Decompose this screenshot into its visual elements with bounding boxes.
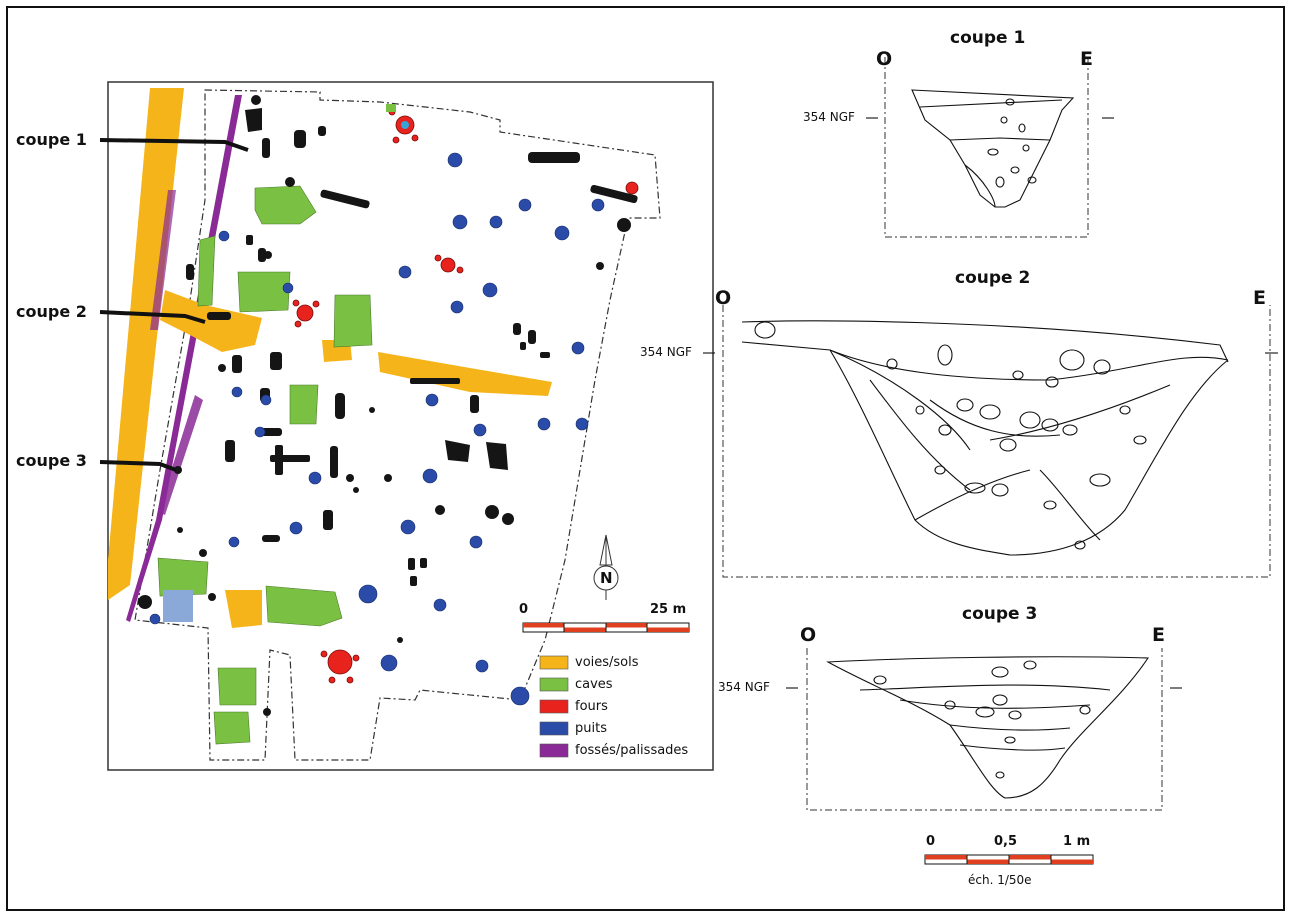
excavation-boundary [134,89,661,761]
figure-frame [6,6,1285,911]
site-plan [99,81,714,771]
section-3-ngf: 354 NGF [718,680,770,694]
north-label: N [600,569,613,587]
legend-label-voies: voies/sols [575,655,639,670]
section-scale-start: 0 [926,834,936,849]
ovens [292,108,639,684]
ditch-line-2 [158,395,203,515]
wells [149,152,605,706]
section-2-title: coupe 2 [955,268,1031,288]
coupe-3-line [99,460,177,472]
coupe-2-line [99,310,206,324]
section-1-east: E [1080,48,1093,70]
legend-label-caves: caves [575,677,613,692]
legend-label-puits: puits [575,721,607,736]
section-1-west: O [876,48,893,70]
section-scale-mid: 0,5 [994,834,1018,849]
map-scale-start: 0 [519,602,529,617]
section-2-ngf: 354 NGF [640,345,692,359]
map-scale-end: 25 m [650,602,687,617]
section-scale-end: 1 m [1063,834,1091,849]
ditch-line-3 [150,190,176,330]
coupe-3-label: coupe 3 [16,451,87,470]
cellars [157,185,373,745]
section-1-ngf: 354 NGF [803,110,855,124]
coupe-1-line [99,138,249,152]
section-3-drawing [786,648,1182,811]
floor-1 [160,290,262,352]
section-3-east: E [1152,624,1165,646]
map-scale-bar [522,622,690,633]
section-1-drawing [866,57,1114,238]
section-2-drawing [703,305,1278,578]
section-2-east: E [1253,287,1266,309]
coupe-1-label: coupe 1 [16,130,87,149]
section-3-west: O [800,624,817,646]
section-1-title: coupe 1 [950,28,1026,48]
section-scale-bar [924,854,1094,865]
ditch-line [126,95,242,622]
legend-label-fosses: fossés/palissades [575,743,689,758]
cellar-light [163,590,193,622]
floor-3 [225,590,262,628]
pits [138,95,638,716]
floor-2 [378,352,552,396]
section-3-title: coupe 3 [962,604,1038,624]
section-scale-caption: éch. 1/50e [968,873,1032,887]
north-arrow-icon [593,534,619,600]
section-2-west: O [715,287,732,309]
legend-swatches [539,655,569,758]
coupe-2-label: coupe 2 [16,302,87,321]
legend-label-fours: fours [575,699,608,714]
